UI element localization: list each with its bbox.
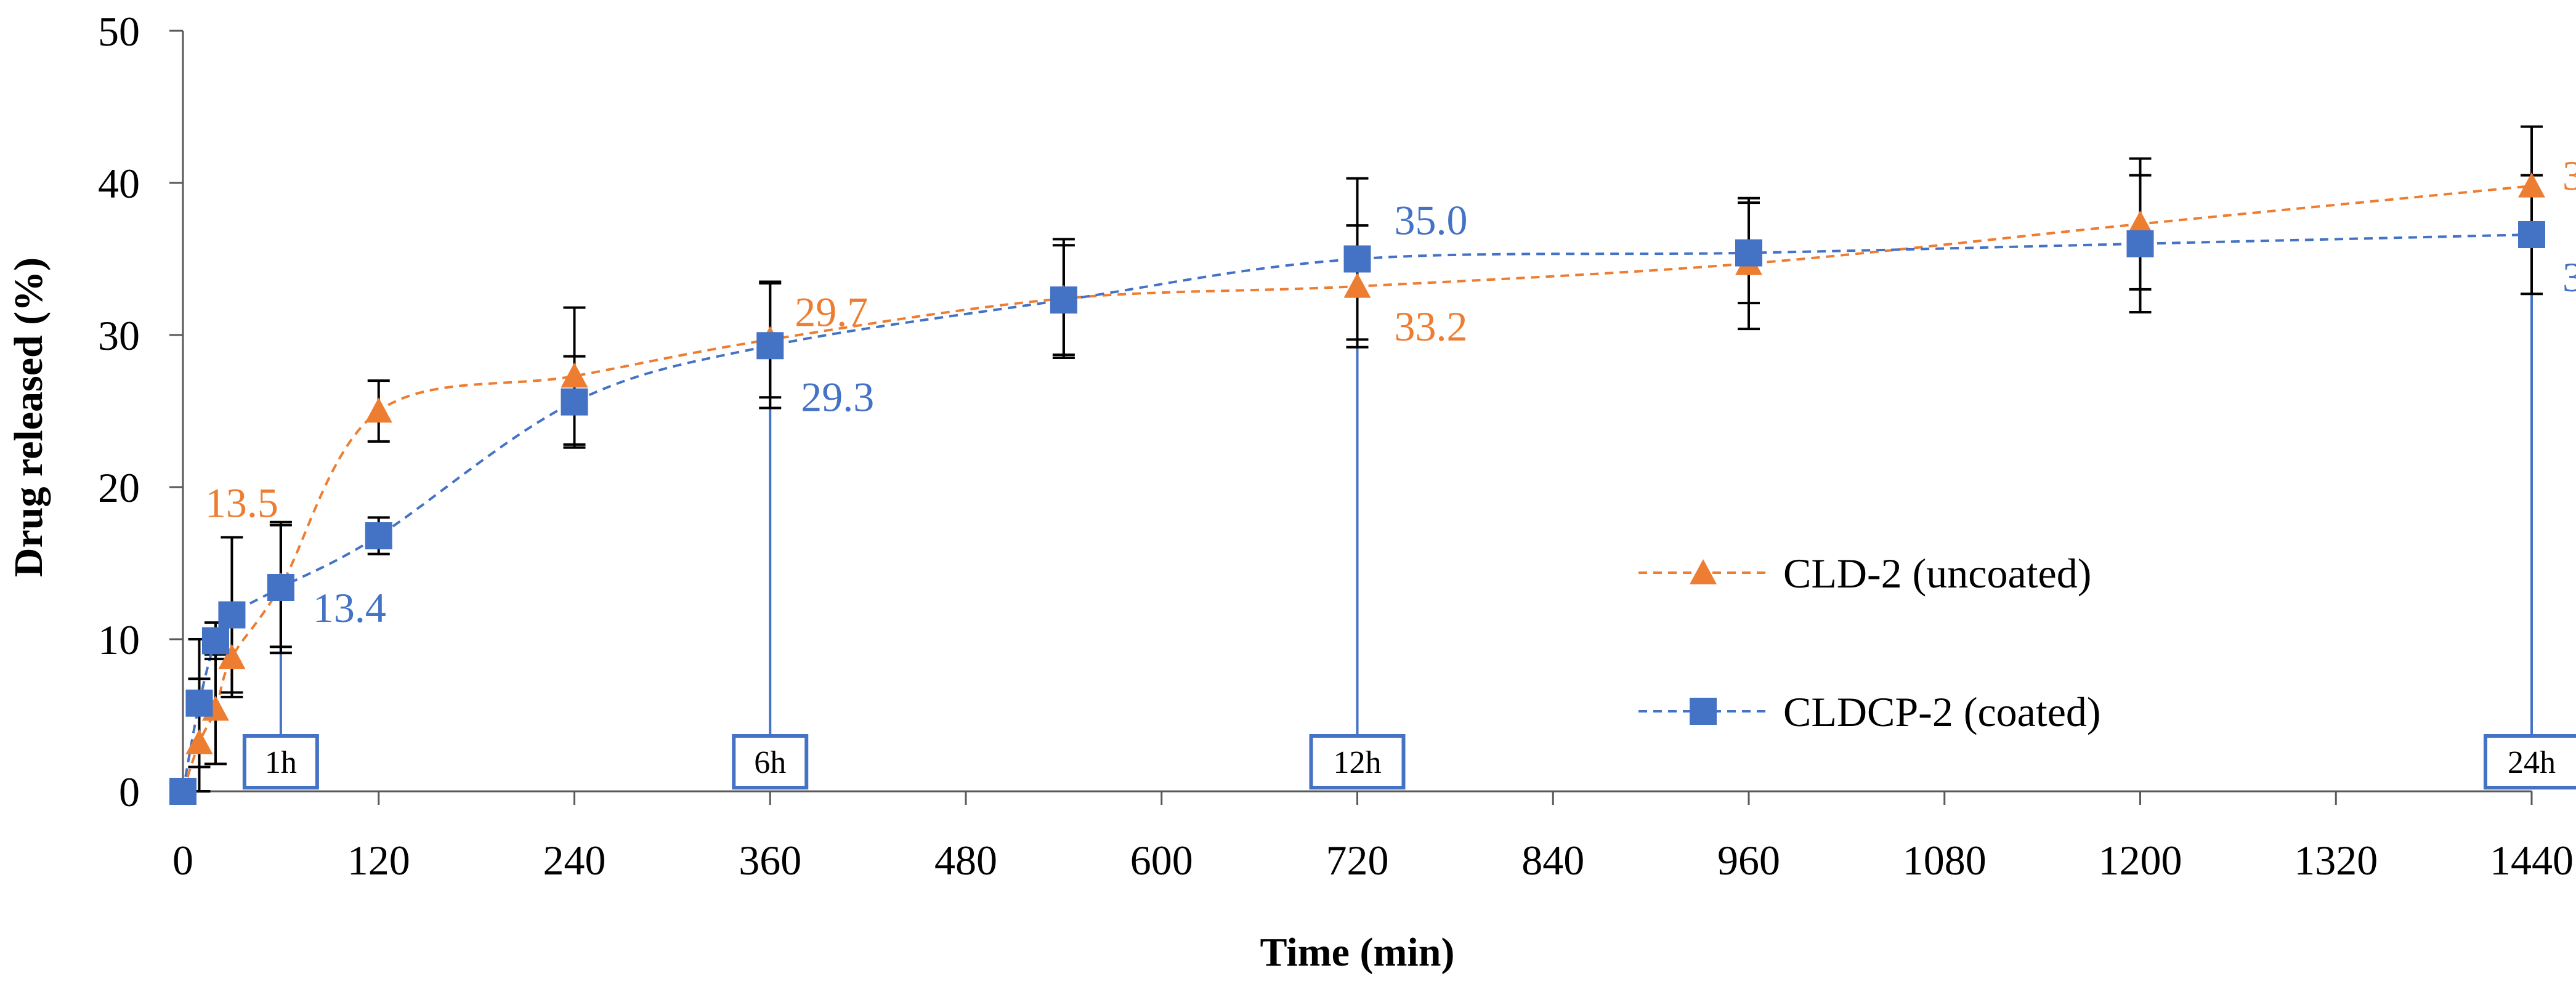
data-label: 35.0 <box>1395 197 1468 244</box>
time-marker-boxes: 1h 6h 12h 24h <box>242 734 2576 789</box>
legend-item: CLD-2 (uncoated) <box>1638 550 2091 597</box>
y-tick-label: 10 <box>98 616 140 663</box>
data-point-square <box>365 522 392 550</box>
x-tick-label: 360 <box>739 837 801 884</box>
data-point-square <box>2518 220 2545 248</box>
data-point-square <box>1050 286 1077 314</box>
legend-marker-square <box>1690 698 1717 725</box>
data-point-triangle <box>365 397 392 423</box>
legend-label: CLDCP-2 (coated) <box>1783 688 2101 735</box>
x-tick-label: 600 <box>1130 837 1193 884</box>
y-tick-label: 20 <box>98 464 140 511</box>
data-point-square <box>201 627 229 655</box>
data-point-square <box>561 388 588 416</box>
axes-group: 0 10 20 30 40 50 0 120 240 360 480 600 720 840 960 1080… <box>6 8 2574 975</box>
y-axis-title: Drug released (%) <box>6 257 51 577</box>
data-point-triangle <box>561 362 588 388</box>
data-label: 36.6 <box>2562 254 2576 301</box>
series-group <box>169 125 2545 805</box>
legend: CLD-2 (uncoated) CLDCP-2 (coated) <box>1638 550 2101 735</box>
series-cld-2-uncoated <box>182 125 2543 793</box>
x-tick-label: 480 <box>934 837 997 884</box>
y-tick-label: 0 <box>119 769 140 815</box>
data-point-square <box>1343 245 1371 273</box>
data-point-triangle <box>1343 272 1371 298</box>
data-point-square <box>756 332 784 360</box>
time-marker-box <box>2484 734 2576 789</box>
time-marker-box <box>732 734 809 789</box>
x-tick-label: 720 <box>1326 837 1389 884</box>
data-label: 13.4 <box>313 584 386 631</box>
x-tick-label: 1440 <box>2490 837 2574 884</box>
data-label: 13.5 <box>205 480 278 527</box>
x-tick-label: 1200 <box>2099 837 2182 884</box>
time-marker-label: 12h <box>1334 745 1382 780</box>
legend-marker-triangle <box>1690 559 1717 584</box>
x-tick-label: 1320 <box>2294 837 2378 884</box>
y-tick-label: 40 <box>98 160 140 207</box>
data-point-square <box>267 574 294 602</box>
x-tick-label: 1080 <box>1903 837 1987 884</box>
data-point-square <box>185 689 213 717</box>
data-point-square <box>1735 239 1762 267</box>
data-label: 33.2 <box>1395 303 1468 350</box>
time-marker-box <box>242 734 319 789</box>
data-point-triangle <box>185 729 213 754</box>
time-marker-label: 6h <box>754 745 786 780</box>
data-point-triangle <box>2518 172 2545 198</box>
legend-item: CLDCP-2 (coated) <box>1638 688 2101 735</box>
y-tick-label: 30 <box>98 312 140 359</box>
x-tick-label: 840 <box>1521 837 1584 884</box>
data-label: 29.7 <box>795 288 868 335</box>
series-line <box>182 233 2532 792</box>
x-axis-title: Time (min) <box>1260 930 1455 975</box>
x-tick-label: 120 <box>347 837 410 884</box>
data-point-triangle <box>2126 210 2154 236</box>
data-label: 39.8 <box>2562 152 2576 199</box>
series-markers <box>169 220 2545 805</box>
legend-label: CLD-2 (uncoated) <box>1783 550 2091 597</box>
time-marker-box <box>1309 734 1406 789</box>
x-tick-label: 240 <box>543 837 606 884</box>
x-tick-label: 960 <box>1717 837 1780 884</box>
y-tick-label: 50 <box>98 8 140 55</box>
data-point-square <box>169 778 196 805</box>
data-point-square <box>218 601 246 629</box>
x-tick-label: 0 <box>172 837 193 884</box>
time-marker-label: 1h <box>265 745 297 780</box>
data-point-triangle <box>218 644 246 669</box>
data-labels-group: 13.5 29.7 33.2 39.8 13.4 29.3 35.0 36.6 <box>205 152 2576 631</box>
time-marker-label: 24h <box>2508 745 2556 780</box>
data-point-square <box>2126 230 2154 257</box>
data-label: 29.3 <box>801 373 874 420</box>
